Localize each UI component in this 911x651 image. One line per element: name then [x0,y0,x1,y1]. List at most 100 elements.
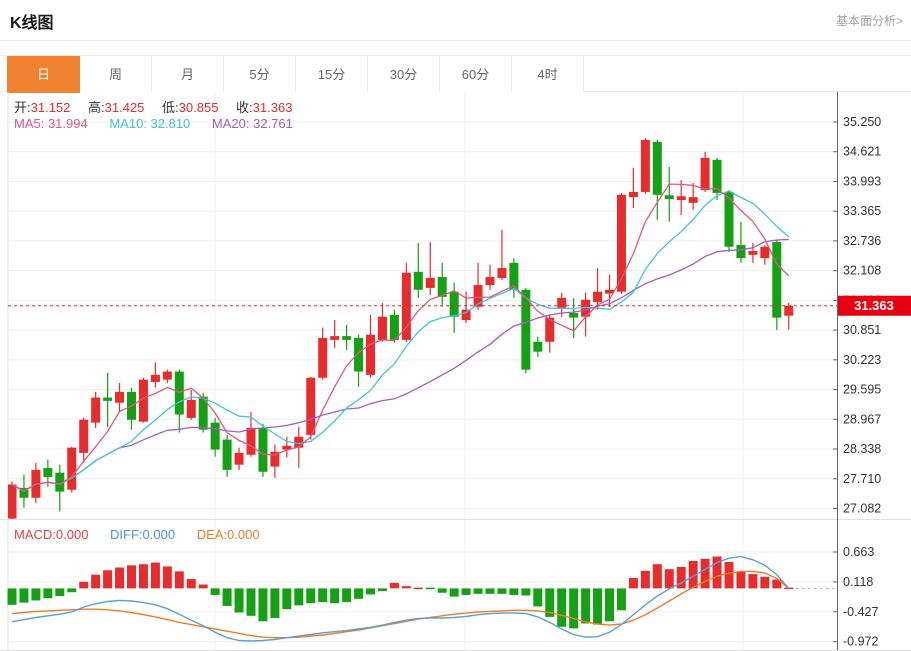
candle-body [366,334,375,375]
macd-bar [127,565,136,589]
macd-bar [282,588,292,610]
y-axis-label: 0.663 [843,545,874,559]
candle-body [676,196,686,200]
macd-bar [138,564,148,589]
macd-bar [43,588,53,599]
candle-body [425,277,435,288]
close-value: 31.363 [252,100,293,115]
candle-body [497,268,507,278]
y-axis-label: 30.223 [843,353,881,367]
macd-bar [605,588,614,622]
candle-body [306,377,316,435]
macd-bar [294,588,304,606]
macd-bar [640,570,650,589]
ma10-line [11,190,790,492]
macd-bar [545,588,555,617]
macd-bar [150,562,160,589]
candle-body [55,472,65,492]
macd-bar [497,588,507,594]
candle-body [210,422,220,450]
candle-body [91,397,101,423]
candle-body [138,379,148,422]
tab-60min[interactable]: 60分 [440,56,512,93]
fundamental-analysis-link[interactable]: 基本面分析> [835,14,903,28]
candle-body [234,452,244,465]
macd-bar [79,581,89,589]
y-axis-label: -0.972 [843,635,878,649]
y-axis-label: 28.338 [843,442,881,456]
macd-bar [760,576,770,589]
macd-bar [736,571,746,589]
ma5-value: MA5: 31.994 [14,116,88,131]
candle-body [67,447,77,490]
tab-day[interactable]: 日 [7,56,80,93]
candle-body [700,157,710,191]
y-axis-label: 28.967 [843,412,881,426]
macd-bar [186,579,196,589]
candle-body [760,246,770,259]
candle-body [43,467,53,477]
macd-bar [258,588,268,622]
candle-body [318,338,328,378]
macd-bar [461,588,471,595]
macd-bar [437,588,447,593]
macd-bar [377,588,387,592]
candle-body [222,439,232,470]
candle-body [162,371,172,380]
macd-bar [7,588,17,605]
y-axis-label: 0.118 [843,575,873,589]
candles[interactable] [8,138,794,521]
candle-body [461,309,471,321]
candle-body [616,194,626,292]
y-axis-label: 27.710 [843,472,881,486]
candle-body [258,427,268,472]
tab-5min[interactable]: 5分 [224,56,296,93]
tab-30min[interactable]: 30分 [368,56,440,93]
y-axis-label: 34.621 [843,145,881,159]
tab-15min[interactable]: 15分 [296,56,368,93]
ma20-value: MA20: 32.761 [211,116,293,131]
candle-body [688,197,698,203]
macd-bar [569,588,579,629]
macd-bar [91,574,101,589]
macd-bar [688,560,698,589]
y-axis-label: 35.250 [843,115,881,129]
macd-bar [521,588,531,596]
macd-bar [628,577,638,589]
candle-body [533,341,543,352]
macd-value: MACD:0.000 [14,527,89,542]
candle-body [557,297,567,308]
candle-body [294,436,304,448]
macd-bar [401,586,411,589]
candle-body [664,195,674,200]
open-label: 开: [14,100,31,115]
macd-bar [581,588,591,624]
tab-month[interactable]: 月 [152,56,224,93]
current-price-value: 31.363 [854,298,894,313]
macd-bar [270,588,280,618]
macd-bar [246,588,256,616]
macd-bar [318,588,328,603]
macd-bar [772,579,782,589]
tab-week[interactable]: 周 [80,56,152,93]
candle-body [640,139,650,192]
gridlines [8,92,837,650]
y-axis-label: -0.427 [843,605,878,619]
macd-bar [485,588,495,594]
candle-body [748,251,758,255]
macd-bar [425,587,435,590]
macd-bar [67,588,77,593]
tab-4hour[interactable]: 4时 [512,56,584,93]
y-axis-label: 27.082 [843,501,881,515]
candle-body [401,272,411,340]
y-axis-label: 32.108 [843,264,881,278]
candle-body [282,445,292,450]
candle-body [784,305,794,316]
y-axis-label: 33.993 [843,174,881,188]
macd-bar [413,587,423,590]
candle-body [605,289,614,294]
header: K线图 基本面分析> [0,0,911,41]
candle-body [377,316,387,340]
candle-body [569,312,579,318]
